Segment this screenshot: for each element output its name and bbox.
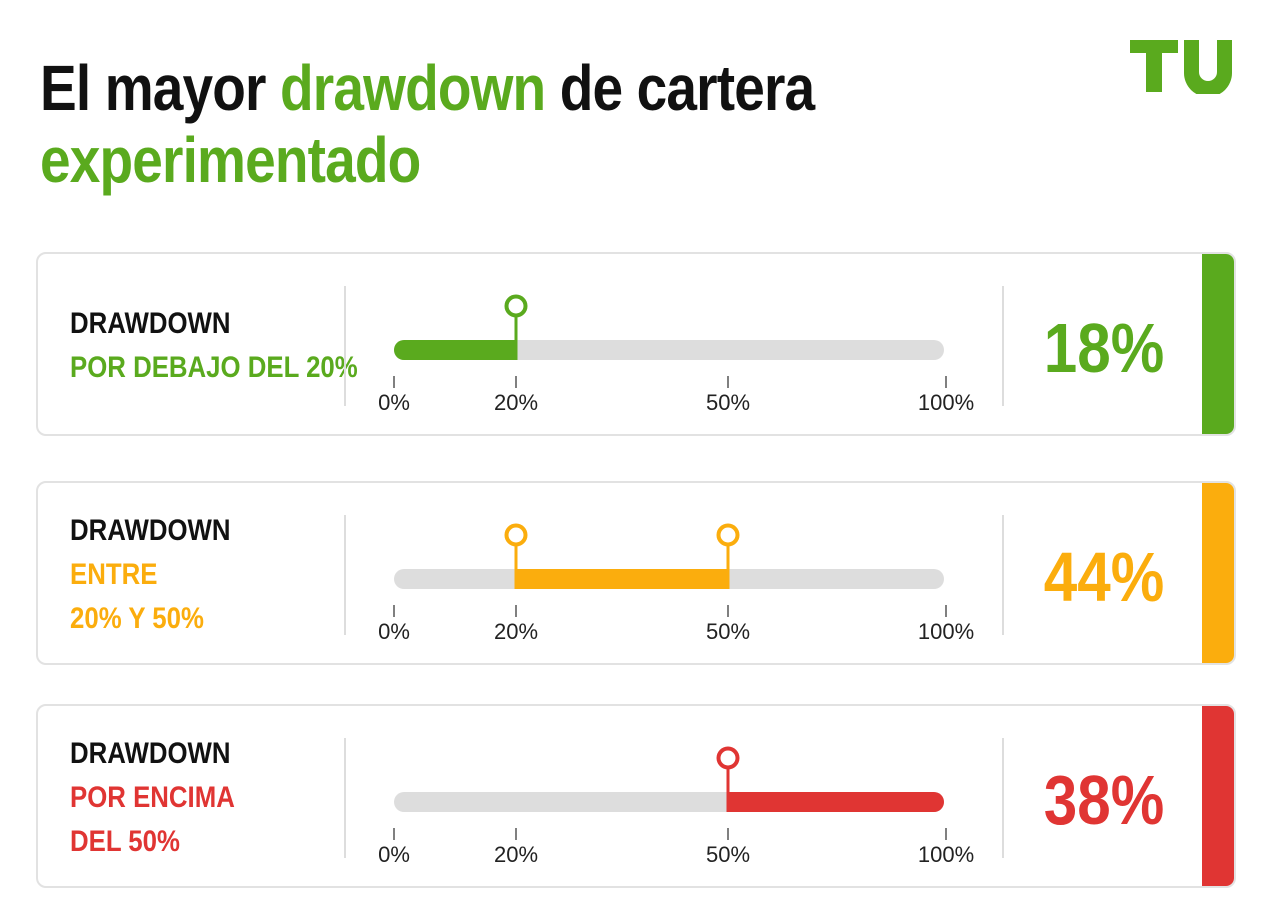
drawdown-card: DRAWDOWN ENTRE 20% Y 50% 0% 20% 50% 100% 44%	[36, 481, 1236, 665]
marker-ring	[504, 294, 528, 318]
tu-logo: TU	[1130, 40, 1232, 94]
divider-left	[344, 738, 346, 858]
row-label-range-line2: 20% Y 50%	[70, 602, 204, 635]
row-value: 38%	[1043, 761, 1165, 839]
row-label-range-line2: DEL 50%	[70, 825, 180, 858]
drawdown-card: DRAWDOWN POR ENCIMA DEL 50% 0% 20% 50% 100% 38%	[36, 704, 1236, 888]
tick-label: 50%	[706, 619, 750, 644]
tick-label: 100%	[918, 619, 974, 644]
tick-label: 100%	[918, 390, 974, 415]
range-bar	[394, 340, 516, 360]
scale-track	[394, 340, 944, 360]
divider-right	[1002, 515, 1004, 635]
divider-right	[1002, 738, 1004, 858]
divider-left	[344, 515, 346, 635]
color-stripe	[1202, 254, 1234, 434]
chart-title: El mayor drawdown de cartera experimentad…	[40, 52, 815, 196]
divider-left	[344, 286, 346, 406]
title-part1: El mayor	[40, 52, 281, 124]
range-bar	[516, 569, 728, 589]
row-label-title: DRAWDOWN	[70, 514, 231, 547]
marker-ring	[716, 523, 740, 547]
color-stripe	[1202, 706, 1234, 886]
drawdown-card: DRAWDOWN POR DEBAJO DEL 20% 0% 20% 50% 100% 18…	[36, 252, 1236, 436]
marker-ring	[504, 523, 528, 547]
tick-label: 20%	[494, 842, 538, 867]
tick-label: 20%	[494, 619, 538, 644]
row-value: 44%	[1043, 538, 1165, 616]
tick-label: 50%	[706, 842, 750, 867]
range-scale: 0% 20% 50% 100%	[378, 294, 974, 415]
row-label: DRAWDOWN POR DEBAJO DEL 20%	[70, 302, 358, 390]
row-label-range-line1: POR DEBAJO DEL 20%	[70, 351, 358, 384]
tick-label: 0%	[378, 842, 410, 867]
tick-label: 50%	[706, 390, 750, 415]
row-value: 18%	[1043, 309, 1165, 387]
tick-label: 100%	[918, 842, 974, 867]
tick-label: 20%	[494, 390, 538, 415]
title-part2: de cartera	[545, 52, 815, 124]
range-scale: 0% 20% 50% 100%	[378, 746, 974, 867]
row-label-title: DRAWDOWN	[70, 307, 231, 340]
title-highlight: drawdown	[280, 52, 546, 124]
marker-ring	[716, 746, 740, 770]
tick-label: 0%	[378, 619, 410, 644]
row-label-range-line1: ENTRE	[70, 558, 158, 591]
row-label: DRAWDOWN ENTRE 20% Y 50%	[70, 509, 231, 641]
row-label: DRAWDOWN POR ENCIMA DEL 50%	[70, 732, 235, 864]
divider-right	[1002, 286, 1004, 406]
range-scale: 0% 20% 50% 100%	[378, 523, 974, 644]
color-stripe	[1202, 483, 1234, 663]
tick-label: 0%	[378, 390, 410, 415]
title-line2: experimentado	[40, 124, 421, 196]
range-bar	[728, 792, 944, 812]
row-label-title: DRAWDOWN	[70, 737, 231, 770]
row-label-range-line1: POR ENCIMA	[70, 781, 235, 814]
